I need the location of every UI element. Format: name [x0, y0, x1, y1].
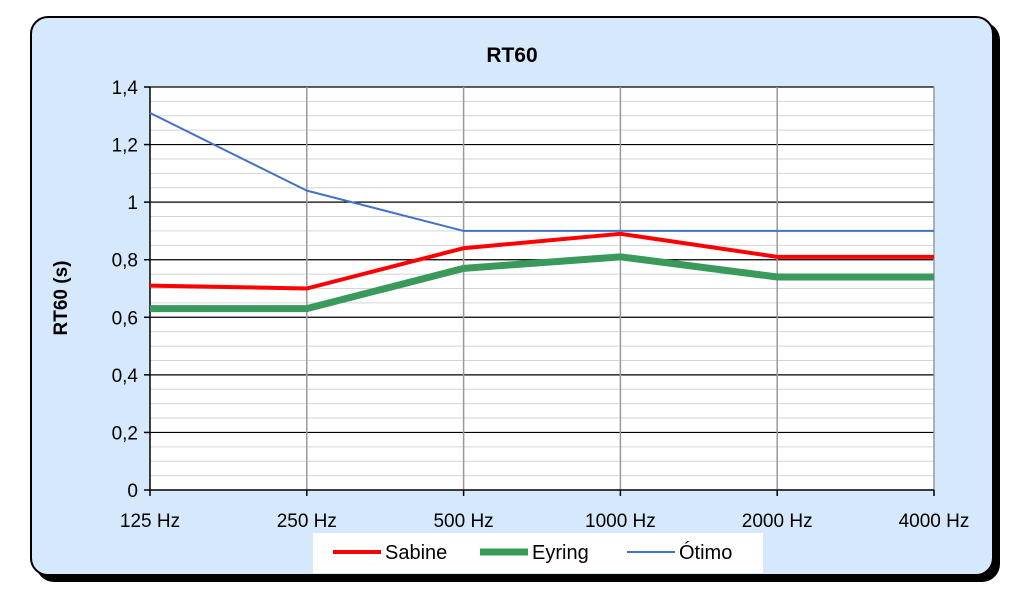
chart-title: RT60: [486, 44, 537, 67]
y-tick-label: 0,2: [112, 423, 138, 444]
series-line-2: [150, 253, 934, 313]
x-tick-label: 500 Hz: [433, 511, 493, 532]
x-tick-label: 125 Hz: [120, 511, 180, 532]
y-axis-label: RT60 (s): [51, 261, 72, 336]
series-line-1: [149, 231, 934, 291]
x-tick-label: 4000 Hz: [899, 511, 970, 532]
y-tick-label: 1,4: [112, 78, 139, 99]
axes: [144, 86, 935, 496]
x-tick-label: 250 Hz: [277, 511, 337, 532]
x-tick-label: 2000 Hz: [742, 511, 813, 532]
series-line-3: [149, 112, 934, 232]
series-lines: [149, 112, 934, 313]
y-tick-label: 0,8: [112, 251, 138, 272]
y-tick-label: 1: [127, 193, 138, 214]
y-tick-label: 0: [127, 481, 138, 502]
legend-label: Ótimo: [679, 541, 732, 564]
y-tick-labels: 0 0,2 0,4 0,6 0,8 1 1,2 1,4: [112, 78, 139, 502]
legend: Sabine Eyring Ótimo: [333, 541, 732, 564]
legend-label: Eyring: [532, 542, 589, 564]
legend-label: Sabine: [385, 542, 447, 564]
x-tick-labels: 125 Hz 250 Hz 500 Hz 1000 Hz 2000 Hz 4000 Hz: [120, 511, 969, 532]
x-tick-label: 1000 Hz: [585, 511, 656, 532]
y-tick-label: 1,2: [112, 136, 138, 157]
legend-box: [313, 533, 763, 573]
y-tick-label: 0,6: [112, 308, 138, 329]
vertical-gridlines: [306, 87, 935, 490]
y-tick-label: 0,4: [112, 366, 139, 387]
major-gridlines: [150, 86, 934, 434]
